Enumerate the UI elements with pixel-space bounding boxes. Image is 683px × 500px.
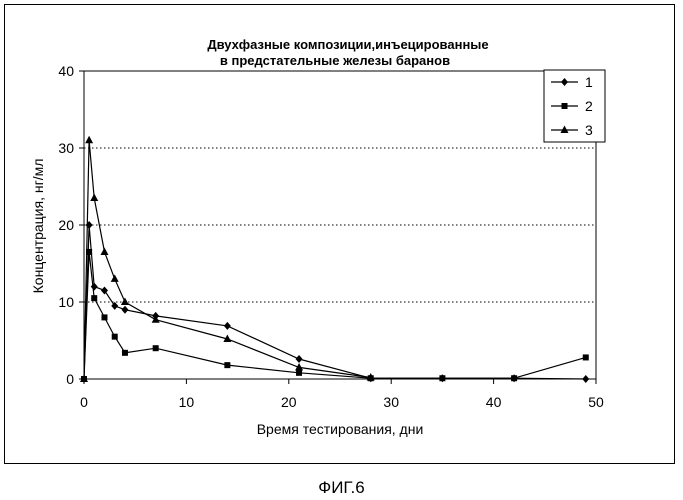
data-point-triangle <box>90 194 98 202</box>
x-axis-title: Время тестирования, дни <box>257 421 424 437</box>
chart-subtitle: в предстательные железы баранов <box>220 53 450 68</box>
legend: 1 2 3 <box>544 70 605 142</box>
data-point-triangle <box>121 298 129 306</box>
data-point-square <box>122 350 128 356</box>
x-tick-label: 50 <box>588 394 604 410</box>
y-tick-label: 0 <box>66 371 74 387</box>
x-tick-label: 0 <box>80 394 88 410</box>
series-group <box>80 136 589 383</box>
x-tick-label: 10 <box>179 394 195 410</box>
data-point-diamond <box>121 306 128 314</box>
y-tick-label: 20 <box>58 217 74 233</box>
y-axis-title: Концентрация, нг/мл <box>30 159 46 294</box>
series-3 <box>80 136 375 382</box>
data-point-diamond <box>582 375 589 383</box>
data-point-square <box>112 334 118 340</box>
x-tick-label: 30 <box>383 394 399 410</box>
x-tick-label: 20 <box>281 394 297 410</box>
data-point-square <box>583 354 589 360</box>
data-point-square <box>91 295 97 301</box>
legend-label: 3 <box>585 122 593 138</box>
series-line-1 <box>84 225 586 379</box>
figure-caption: ФИГ.6 <box>0 478 683 498</box>
y-tick-label: 40 <box>58 63 74 79</box>
data-point-square <box>153 345 159 351</box>
data-point-triangle <box>100 247 108 255</box>
y-tick-label: 10 <box>58 294 74 310</box>
data-point-triangle <box>111 274 119 282</box>
data-point-diamond <box>296 355 303 363</box>
chart-title: Двухфазные композиции,инъецированные <box>207 37 488 52</box>
series-line-3 <box>84 140 371 379</box>
data-point-square <box>224 362 230 368</box>
data-point-diamond <box>224 322 231 330</box>
data-point-triangle <box>85 136 93 144</box>
line-chart: 0 10 20 30 40 0 10 20 30 40 50 Двухфазные композиц… <box>0 0 683 470</box>
axis-ticks: 0 10 20 30 40 0 10 20 30 40 50 <box>58 63 604 410</box>
gridlines <box>84 148 596 302</box>
data-point-square <box>439 375 445 381</box>
legend-label: 1 <box>585 74 593 90</box>
data-point-square <box>101 314 107 320</box>
legend-label: 2 <box>585 98 593 114</box>
series-line-2 <box>84 252 586 379</box>
data-point-square <box>296 370 302 376</box>
x-tick-label: 40 <box>486 394 502 410</box>
data-point-square <box>562 103 568 109</box>
data-point-square <box>511 375 517 381</box>
y-tick-label: 30 <box>58 140 74 156</box>
data-point-diamond <box>91 283 98 291</box>
